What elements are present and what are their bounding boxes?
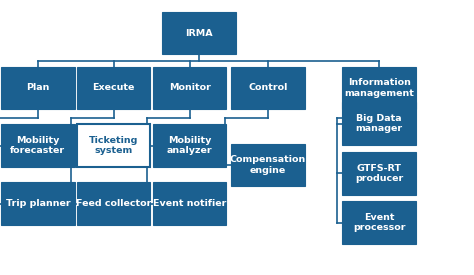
FancyBboxPatch shape (342, 67, 416, 109)
FancyBboxPatch shape (153, 124, 227, 167)
Text: Feed collector: Feed collector (76, 199, 152, 208)
Text: Control: Control (248, 84, 288, 92)
Text: IRMA: IRMA (185, 29, 213, 37)
FancyBboxPatch shape (342, 201, 416, 244)
FancyBboxPatch shape (77, 124, 151, 167)
Text: Event notifier: Event notifier (153, 199, 226, 208)
FancyBboxPatch shape (1, 67, 75, 109)
FancyBboxPatch shape (1, 124, 75, 167)
Text: Trip planner: Trip planner (6, 199, 70, 208)
FancyBboxPatch shape (231, 144, 304, 186)
FancyBboxPatch shape (77, 67, 151, 109)
FancyBboxPatch shape (1, 182, 75, 225)
FancyBboxPatch shape (153, 182, 227, 225)
Text: GTFS-RT
producer: GTFS-RT producer (355, 164, 403, 183)
FancyBboxPatch shape (162, 12, 236, 54)
Text: Execute: Execute (92, 84, 135, 92)
Text: Ticketing
system: Ticketing system (89, 136, 138, 155)
Text: Mobility
analyzer: Mobility analyzer (167, 136, 212, 155)
Text: Event
processor: Event processor (353, 213, 405, 232)
Text: Big Data
manager: Big Data manager (356, 114, 403, 133)
FancyBboxPatch shape (77, 182, 151, 225)
FancyBboxPatch shape (342, 102, 416, 145)
FancyBboxPatch shape (342, 152, 416, 195)
Text: Information
management: Information management (344, 78, 414, 98)
Text: Mobility
forecaster: Mobility forecaster (10, 136, 65, 155)
Text: Monitor: Monitor (169, 84, 210, 92)
FancyBboxPatch shape (153, 67, 227, 109)
FancyBboxPatch shape (231, 67, 304, 109)
Text: Plan: Plan (26, 84, 50, 92)
Text: Compensation
engine: Compensation engine (230, 155, 306, 175)
